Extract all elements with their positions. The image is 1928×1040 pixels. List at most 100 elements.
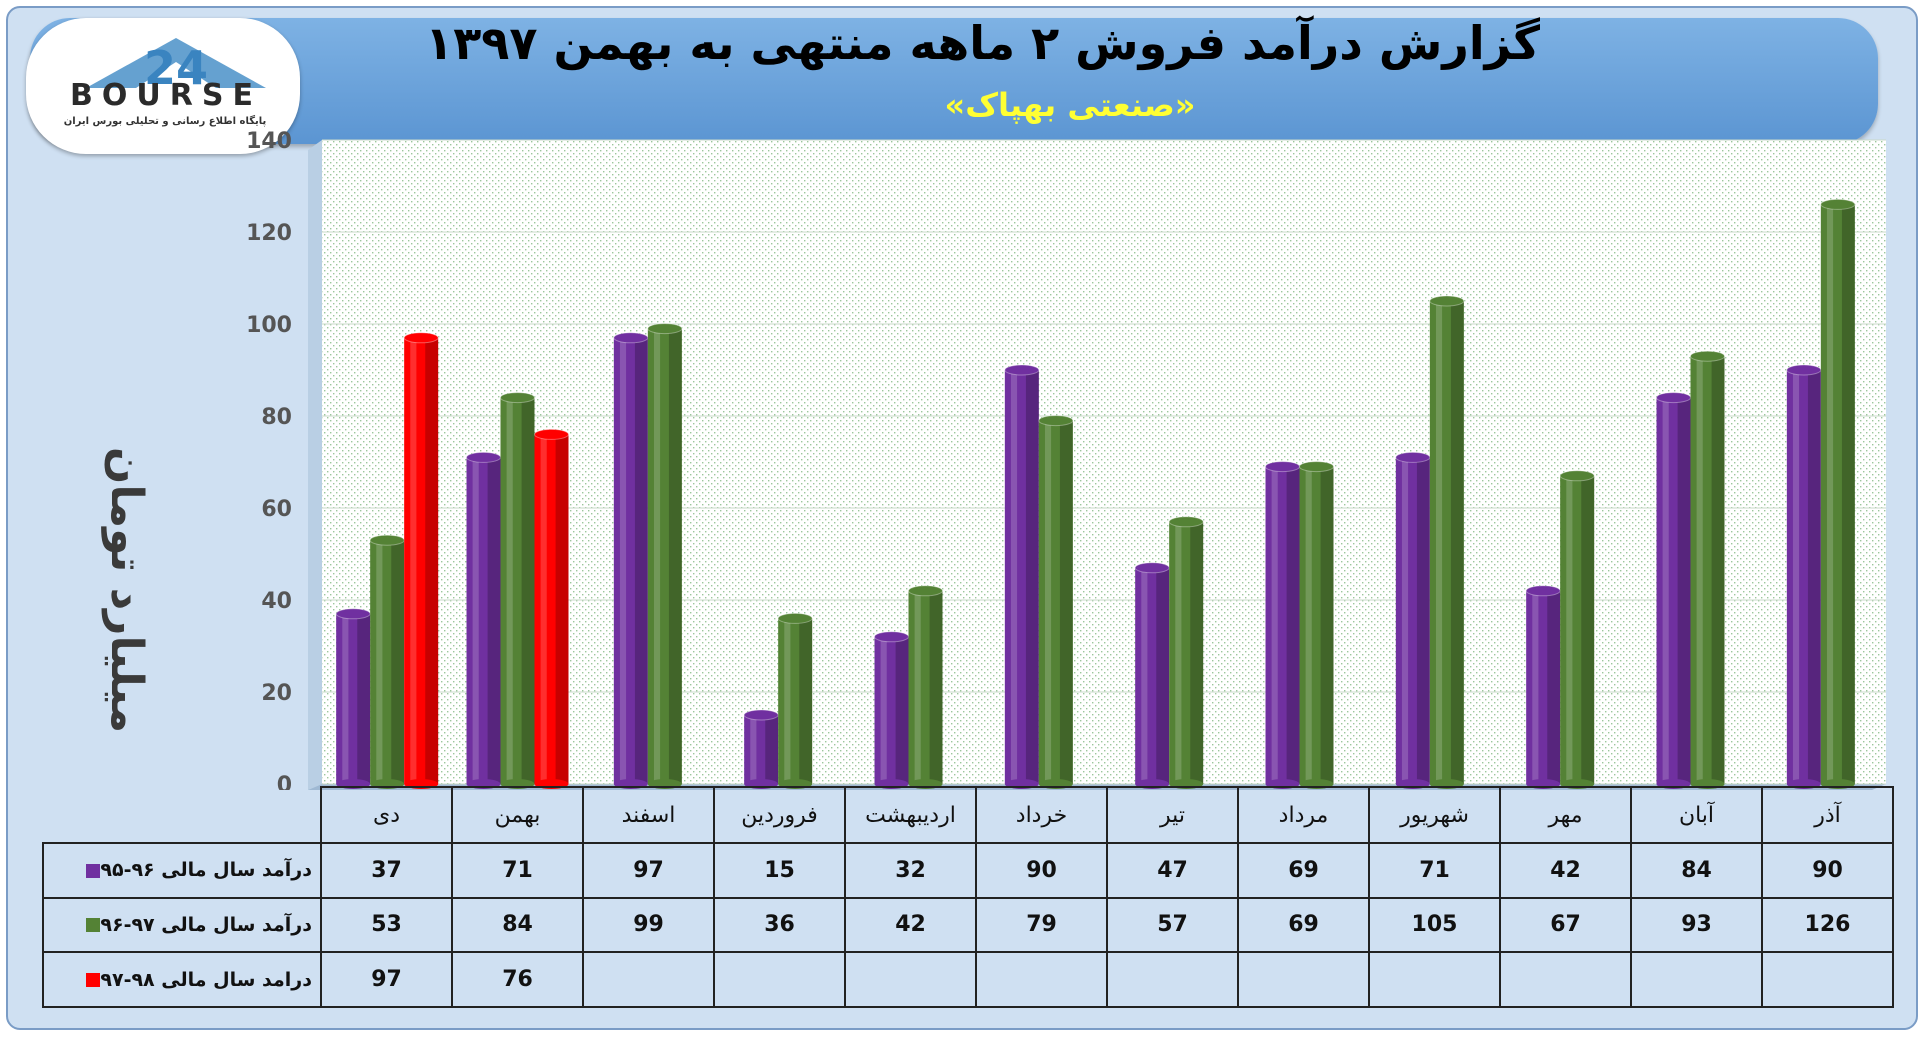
bar-body (1690, 356, 1725, 784)
legend-entry: درآمد سال مالی ۹۶-۹۵ (42, 842, 322, 899)
data-cell: 79 (975, 896, 1108, 954)
data-cell (1237, 951, 1370, 1008)
bar-shade (357, 613, 371, 784)
bar-body (778, 618, 813, 784)
category-label: اردیبهشت (844, 786, 977, 844)
bar-shade (1416, 457, 1430, 784)
table-row: درآمد سال مالی ۹۷-۹۶ 53 84 99 36 42 79 57 69 105 6… (42, 896, 1894, 954)
bar-highlight (880, 636, 887, 784)
bar-cap (500, 392, 535, 404)
bar-highlight (1010, 370, 1018, 784)
data-cell: 99 (582, 896, 715, 954)
y-tick-label: 0 (277, 773, 292, 790)
category-label: اسفند (582, 786, 715, 844)
bar (403, 332, 439, 789)
data-cell (1630, 951, 1763, 1008)
table-corner (43, 787, 322, 844)
bar (743, 709, 779, 789)
bar-shade (1156, 567, 1170, 784)
bar-cap (1168, 516, 1204, 528)
bar-shade (425, 337, 439, 784)
data-cell: 71 (451, 842, 584, 899)
bar-cap (1820, 198, 1856, 210)
bar-body (647, 328, 682, 784)
chart-title: گزارش درآمد فروش ۲ ماهه منتهی به بهمن ۱۳… (425, 16, 1540, 70)
bar-shade (521, 397, 535, 784)
bar-highlight (619, 337, 627, 784)
bar-cap (613, 332, 649, 344)
bar-cap (1265, 461, 1300, 473)
legend-entry: درامد سال مالی ۹۸-۹۷ (42, 951, 322, 1008)
bar-body (1656, 397, 1691, 784)
chart-subtitle: «صنعتی بهپاک» (944, 86, 1196, 124)
bar-shade (1677, 397, 1691, 784)
bar-body (1135, 567, 1170, 784)
data-cell: 69 (1237, 842, 1370, 899)
data-cell: 15 (713, 842, 846, 899)
bar-cap (743, 709, 779, 721)
bar-highlight (506, 397, 513, 784)
bar-body (1820, 204, 1855, 784)
bar (908, 585, 943, 789)
bar-highlight (1532, 590, 1539, 784)
bar-shade (1807, 370, 1821, 784)
logo-emblem: 24 (86, 38, 266, 95)
bar-shade (1547, 590, 1561, 784)
bar-cap (874, 631, 909, 643)
bar-highlight (1044, 420, 1052, 784)
bar-highlight (1175, 521, 1182, 784)
data-cell: 67 (1499, 896, 1632, 954)
data-cell: 42 (844, 896, 977, 954)
bar-shade (555, 434, 569, 784)
plot-area (308, 140, 1886, 790)
legend-swatch (86, 973, 101, 988)
bar-shade (1711, 356, 1725, 784)
table-row: درآمد سال مالی ۹۶-۹۵ 37 71 97 15 32 90 47 69 71 42… (42, 842, 1894, 899)
header-bar (30, 18, 1878, 144)
bar-shade (765, 715, 779, 784)
data-cell: 84 (451, 896, 584, 954)
bar (1525, 585, 1561, 789)
y-tick-label: 100 (246, 313, 292, 338)
bar-highlight (342, 613, 349, 784)
bar-highlight (784, 618, 791, 784)
bar-body (874, 636, 909, 784)
bar (1395, 451, 1431, 789)
bar-cap (466, 451, 501, 463)
bar-shade (1059, 420, 1073, 784)
logo-caption: پایگاه اطلاع رسانی و تحلیلی بورس ایران (63, 116, 267, 127)
bar (1786, 364, 1822, 789)
bar (613, 332, 649, 789)
y-tick-label: 20 (261, 681, 292, 706)
side-wall (308, 140, 322, 790)
bar-body (1299, 466, 1334, 784)
data-cell (582, 951, 715, 1008)
bar (1004, 364, 1040, 789)
bar-highlight (1305, 466, 1312, 784)
bar-body (466, 457, 501, 784)
data-cell (1499, 951, 1632, 1008)
bar-shade (799, 618, 813, 784)
category-label: شهریور (1368, 786, 1501, 844)
bar-body (500, 397, 535, 784)
data-cell: 84 (1630, 842, 1763, 899)
plot-background (322, 140, 1886, 784)
bar-shade (1450, 301, 1464, 784)
bar-body (613, 337, 648, 784)
bar-cap (1299, 461, 1334, 473)
data-cell (1368, 951, 1501, 1008)
bar (534, 428, 569, 789)
bar (1690, 350, 1725, 789)
table-header-row: دی بهمن اسفند فروردین اردیبهشت خرداد تیر مرداد ش… (43, 786, 1894, 844)
data-cell: 53 (320, 896, 453, 954)
bar-cap (1559, 470, 1595, 482)
bar-body (744, 715, 779, 784)
bar-highlight (1566, 475, 1573, 784)
bar (466, 451, 501, 789)
bar (777, 612, 813, 789)
category-label: خرداد (975, 786, 1108, 844)
bar-body (534, 434, 569, 784)
bar (1820, 198, 1856, 789)
legend-label: درآمد سال مالی ۹۷-۹۶ (100, 913, 312, 936)
bar-chart: 0 20 40 60 80 100 120 140 (246, 129, 1886, 790)
